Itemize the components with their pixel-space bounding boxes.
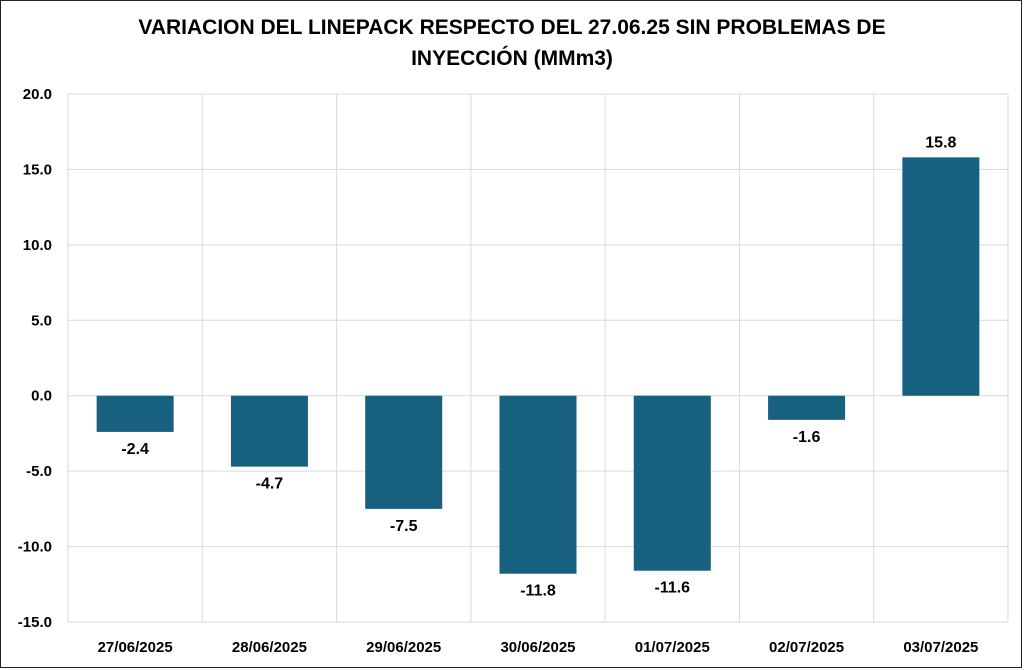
bar <box>230 395 308 467</box>
bars <box>96 157 980 574</box>
data-label: -11.6 <box>654 580 690 597</box>
y-tick-label: 20.0 <box>23 86 52 103</box>
x-tick-label: 02/07/2025 <box>769 639 844 656</box>
x-tick-label: 03/07/2025 <box>903 639 978 656</box>
bar <box>633 395 711 571</box>
bar <box>365 395 443 509</box>
bar <box>768 395 846 420</box>
data-label: -7.5 <box>390 518 418 535</box>
data-label: -11.8 <box>520 583 556 600</box>
y-tick-label: -15.0 <box>18 614 52 631</box>
data-label: 15.8 <box>925 134 956 151</box>
grid-lines <box>67 93 1009 623</box>
y-tick-label: -10.0 <box>18 539 52 556</box>
bar <box>902 157 980 396</box>
x-tick-label: 01/07/2025 <box>635 639 710 656</box>
x-tick-label: 29/06/2025 <box>366 639 441 656</box>
bar <box>499 395 577 574</box>
y-tick-label: -5.0 <box>26 463 52 480</box>
data-label: -2.4 <box>121 441 149 458</box>
data-labels: -2.4 -4.7 -7.5 -11.8 -11.6 -1.6 15.8 <box>121 134 956 599</box>
chart-title-line-1: VARIACION DEL LINEPACK RESPECTO DEL 27.0… <box>138 16 886 39</box>
y-tick-label: 15.0 <box>23 161 52 178</box>
y-tick-label: 0.0 <box>31 388 52 405</box>
x-axis-ticks: 27/06/2025 28/06/2025 29/06/2025 30/06/2025… <box>98 639 979 656</box>
y-axis-ticks: 20.0 15.0 10.0 5.0 0.0 -5.0 -10.0 -15.0 <box>18 86 52 631</box>
data-label: -4.7 <box>256 476 284 493</box>
y-tick-label: 10.0 <box>23 237 52 254</box>
data-label: -1.6 <box>793 429 821 446</box>
x-tick-label: 27/06/2025 <box>98 639 173 656</box>
bar <box>96 395 174 432</box>
x-tick-label: 30/06/2025 <box>500 639 575 656</box>
chart-title: VARIACION DEL LINEPACK RESPECTO DEL 27.0… <box>0 12 1024 74</box>
chart-title-line-2: INYECCIÓN (MMm3) <box>411 47 613 70</box>
y-tick-label: 5.0 <box>31 312 52 329</box>
x-tick-label: 28/06/2025 <box>232 639 307 656</box>
